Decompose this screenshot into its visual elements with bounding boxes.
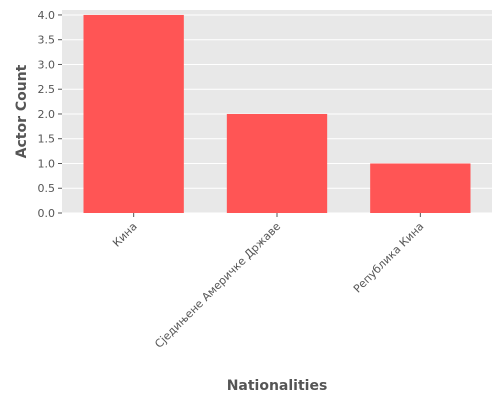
bars: [83, 14, 471, 214]
y-tick-label: 4.0: [38, 9, 56, 22]
y-tick-label: 3.5: [38, 34, 56, 47]
y-tick-label: 1.5: [38, 133, 56, 146]
x-axis-ticks: Кина Сједињене Америчке Државе Република К…: [110, 213, 426, 351]
y-tick-label: 3.0: [38, 58, 56, 71]
bar: [226, 113, 328, 213]
y-tick-label: 0.0: [38, 207, 56, 220]
x-axis-title: Nationalities: [227, 378, 328, 394]
x-tick-label: Кина: [110, 220, 140, 250]
y-tick-label: 2.0: [38, 108, 56, 121]
x-tick-label: Република Кина: [351, 220, 427, 296]
x-tick-label: Сједињене Америчке Државе: [152, 220, 283, 351]
bar: [370, 163, 471, 213]
y-tick-label: 2.5: [38, 83, 56, 96]
y-tick-label: 0.5: [38, 182, 56, 195]
y-tick-label: 1.0: [38, 157, 56, 170]
y-axis-title: Actor Count: [14, 64, 30, 158]
y-axis-ticks: 0.0 0.5 1.0 1.5 2.0 2.5 3.0 3.5 4.0: [38, 9, 62, 220]
bar: [83, 14, 184, 214]
